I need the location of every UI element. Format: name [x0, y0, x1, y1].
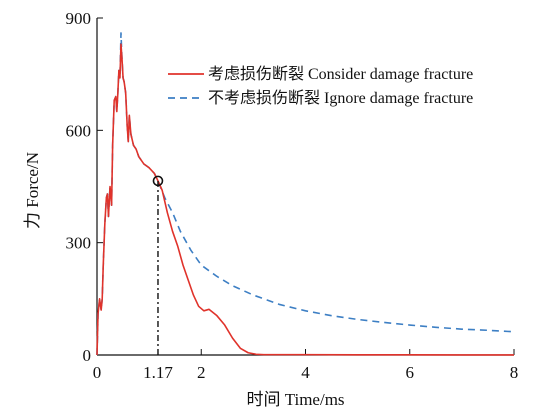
x-tick-label: 2: [197, 363, 206, 382]
x-tick-label: 0: [93, 363, 102, 382]
y-axis-label: 力 Force/N: [23, 152, 42, 229]
series-layer: [96, 32, 515, 356]
x-tick-label: 8: [510, 363, 519, 382]
y-tick-label: 300: [66, 234, 92, 253]
x-tick-label: 6: [406, 363, 415, 382]
legend-label: 考虑损伤断裂 Consider damage fracture: [208, 65, 473, 83]
x-axis-label: 时间 Time/ms: [246, 390, 344, 409]
legend: 考虑损伤断裂 Consider damage fracture 不考虑损伤断裂 I…: [168, 65, 473, 107]
x-tick-label: 4: [301, 363, 310, 382]
y-tick-label: 900: [66, 9, 92, 28]
y-tick-label: 0: [83, 346, 92, 365]
y-tick-label: 600: [66, 121, 92, 140]
axes: 0 1.17 2 4 6 8 0 300 600 900: [66, 9, 519, 382]
legend-label: 不考虑损伤断裂 Ignore damage fracture: [208, 89, 473, 107]
annotation-layer: [152, 175, 164, 355]
series-line-consider-damage: [96, 43, 514, 356]
x-tick-label: 1.17: [143, 363, 173, 382]
